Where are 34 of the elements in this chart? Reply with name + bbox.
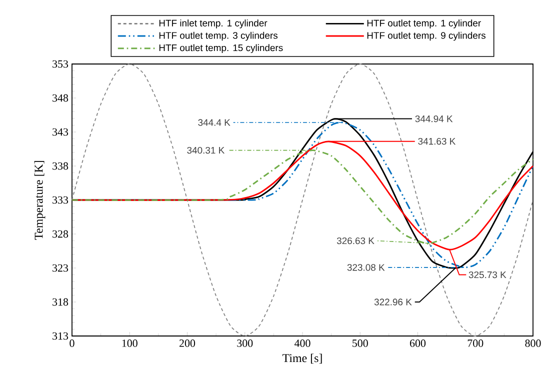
y-tick-label: 313 bbox=[52, 332, 68, 340]
y-tick-label: 323 bbox=[52, 264, 68, 272]
legend-label: HTF inlet temp. 1 cylinder bbox=[159, 20, 268, 28]
annotation: 340.31 K bbox=[187, 146, 225, 154]
y-tick-label: 328 bbox=[52, 230, 68, 238]
line-series bbox=[72, 64, 534, 336]
annotation: 344.94 K bbox=[415, 115, 453, 122]
y-tick-label: 353 bbox=[52, 60, 68, 68]
y-tick-label: 348 bbox=[52, 94, 68, 102]
y-tick-label: 338 bbox=[52, 162, 68, 170]
legend-label: HTF outlet temp. 15 cylinders bbox=[159, 44, 283, 54]
annotation: 323.08 K bbox=[347, 264, 385, 271]
legend-label: HTF outlet temp. 9 cylinders bbox=[367, 32, 486, 41]
x-tick-label: 700 bbox=[468, 340, 484, 347]
y-tick-label: 343 bbox=[52, 128, 68, 136]
y-tick-label: 318 bbox=[52, 298, 68, 306]
x-tick-label: 0 bbox=[70, 340, 74, 347]
x-tick-label: 200 bbox=[180, 340, 196, 347]
annotation: 322.96 K bbox=[374, 298, 412, 306]
legend-label: HTF outlet temp. 3 cylinders bbox=[159, 32, 278, 41]
x-tick-label: 600 bbox=[410, 340, 426, 347]
x-tick-label: 100 bbox=[122, 340, 138, 347]
x-axis-title: Time [s] bbox=[282, 354, 322, 364]
annotation: 344.4 K bbox=[198, 119, 230, 126]
x-tick-label: 300 bbox=[237, 340, 253, 347]
x-tick-label: 400 bbox=[294, 340, 310, 347]
x-tick-label: 500 bbox=[352, 340, 368, 347]
x-tick-label: 800 bbox=[525, 340, 541, 347]
annotation: 341.63 K bbox=[418, 138, 456, 145]
annotation: 325.73 K bbox=[468, 271, 506, 278]
y-tick-label: 333 bbox=[52, 196, 68, 204]
y-axis-title: Temperature [K] bbox=[34, 160, 46, 240]
annotation: 326.63 K bbox=[336, 237, 374, 244]
legend-label: HTF outlet temp. 1 cylinder bbox=[367, 20, 481, 28]
